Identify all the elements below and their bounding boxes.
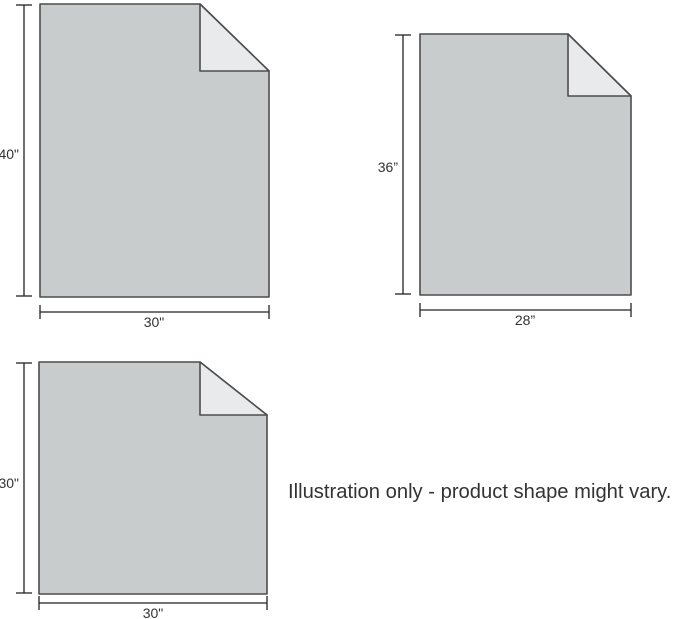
svg-text:30": 30" xyxy=(143,605,164,619)
svg-text:30": 30" xyxy=(0,475,19,491)
svg-text:30": 30" xyxy=(144,314,165,330)
svg-text:40": 40" xyxy=(0,146,19,162)
svg-text:28”: 28” xyxy=(515,312,536,328)
svg-text:Illustration only - product sh: Illustration only - product shape might … xyxy=(288,481,671,503)
svg-text:36”: 36” xyxy=(378,159,399,175)
